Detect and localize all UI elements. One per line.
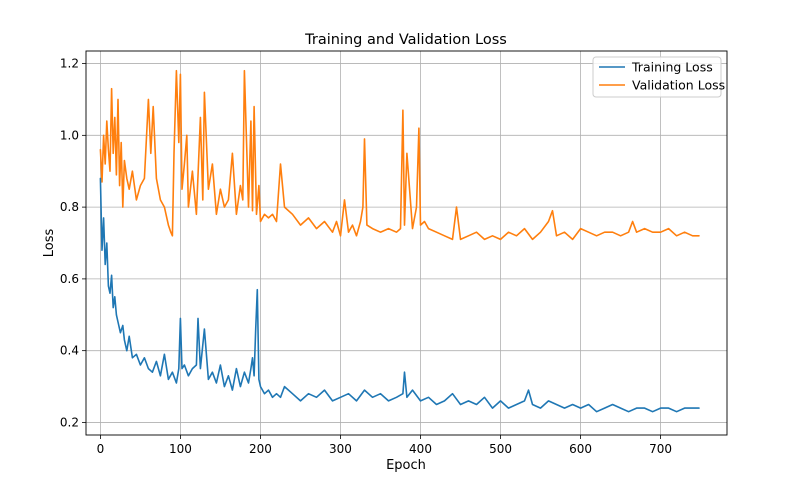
y-tick-label: 0.2 (60, 415, 79, 429)
y-tick-label: 1.2 (60, 57, 79, 71)
y-tick-label: 1.0 (60, 128, 79, 142)
x-tick-label: 200 (249, 442, 272, 456)
x-tick-label: 600 (569, 442, 592, 456)
legend-label-validation: Validation Loss (632, 78, 725, 93)
training-loss-line (99, 177, 700, 413)
legend-label-training: Training Loss (631, 60, 713, 75)
x-tick-label: 400 (409, 442, 432, 456)
validation-loss-line (99, 69, 700, 241)
x-tick-label: 300 (329, 442, 352, 456)
x-axis: 0 100 200 300 400 500 600 700 (97, 435, 672, 456)
grid (86, 51, 727, 435)
legend: Training Loss Validation Loss (592, 56, 725, 98)
plot-frame (85, 50, 728, 436)
chart-title: Training and Validation Loss (304, 32, 507, 48)
series-group (99, 69, 700, 413)
y-tick-label: 0.6 (60, 272, 79, 286)
x-axis-label: Epoch (386, 458, 426, 473)
y-axis-label: Loss (42, 229, 57, 258)
y-tick-label: 0.4 (60, 344, 79, 358)
x-tick-label: 700 (649, 442, 672, 456)
plot-area (86, 51, 727, 435)
x-tick-label: 500 (489, 442, 512, 456)
x-tick-label: 0 (97, 442, 105, 456)
y-tick-label: 0.8 (60, 200, 79, 214)
y-axis: 0.2 0.4 0.6 0.8 1.0 1.2 (60, 57, 86, 429)
x-tick-label: 100 (169, 442, 192, 456)
